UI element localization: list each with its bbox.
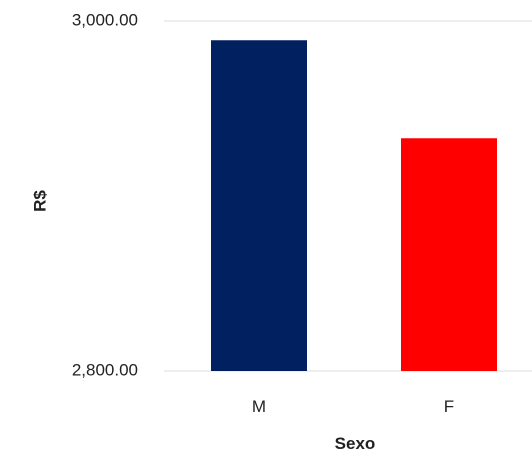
bar-M bbox=[211, 40, 307, 371]
x-tick-label-M: M bbox=[252, 397, 266, 416]
x-axis-title: Sexo bbox=[335, 434, 376, 453]
x-tick-label-F: F bbox=[444, 397, 454, 416]
y-tick-labels: 2,800.00 3,000.00 bbox=[72, 10, 138, 379]
y-tick-label: 2,800.00 bbox=[72, 360, 138, 379]
y-tick-label: 3,000.00 bbox=[72, 10, 138, 29]
bar-F bbox=[401, 138, 497, 371]
bars bbox=[211, 40, 497, 371]
y-axis-title: R$ bbox=[30, 190, 49, 212]
